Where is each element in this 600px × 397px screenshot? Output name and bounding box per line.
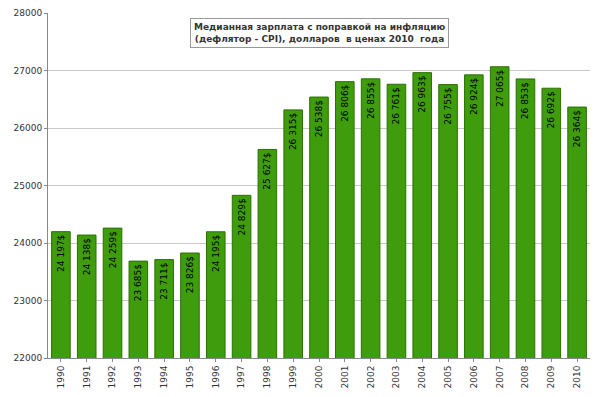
svg-text:26 761$: 26 761$ <box>391 87 401 124</box>
svg-text:1995: 1995 <box>185 366 195 389</box>
svg-text:2010: 2010 <box>572 365 582 388</box>
svg-text:26 755$: 26 755$ <box>443 88 453 125</box>
svg-text:24 259$: 24 259$ <box>108 231 118 268</box>
svg-text:1994: 1994 <box>159 365 169 388</box>
svg-text:2004: 2004 <box>417 365 427 388</box>
svg-text:2003: 2003 <box>391 366 401 389</box>
svg-text:2002: 2002 <box>366 366 376 389</box>
svg-text:24 197$: 24 197$ <box>56 235 66 272</box>
svg-text:1992: 1992 <box>107 366 117 389</box>
svg-text:26 538$: 26 538$ <box>314 100 324 137</box>
svg-text:2008: 2008 <box>520 365 530 388</box>
svg-text:26000: 26000 <box>14 123 43 133</box>
svg-text:2000: 2000 <box>314 365 324 388</box>
svg-text:26 963$: 26 963$ <box>417 76 427 113</box>
svg-text:24 138$: 24 138$ <box>82 238 92 275</box>
svg-text:2006: 2006 <box>469 365 479 388</box>
svg-text:23 685$: 23 685$ <box>133 264 143 301</box>
svg-text:26 692$: 26 692$ <box>546 91 556 128</box>
svg-text:26 924$: 26 924$ <box>469 78 479 115</box>
svg-text:23 826$: 23 826$ <box>185 256 195 293</box>
svg-text:Медианная зарплата с поправкой: Медианная зарплата с поправкой на инфляц… <box>194 22 445 44</box>
svg-text:26 364$: 26 364$ <box>572 110 582 147</box>
svg-text:1993: 1993 <box>133 366 143 389</box>
svg-text:1999: 1999 <box>288 365 298 388</box>
svg-text:26 806$: 26 806$ <box>340 85 350 122</box>
svg-text:22000: 22000 <box>14 353 43 363</box>
svg-text:1998: 1998 <box>262 365 272 388</box>
svg-text:1991: 1991 <box>82 366 92 389</box>
svg-text:2005: 2005 <box>443 366 453 389</box>
svg-text:2007: 2007 <box>495 366 505 389</box>
svg-text:23 711$: 23 711$ <box>159 263 169 300</box>
svg-text:26 855$: 26 855$ <box>366 82 376 119</box>
svg-text:1997: 1997 <box>236 366 246 389</box>
svg-text:2001: 2001 <box>340 366 350 389</box>
svg-text:24 829$: 24 829$ <box>237 198 247 235</box>
svg-text:28000: 28000 <box>14 8 43 18</box>
svg-text:1996: 1996 <box>211 365 221 388</box>
svg-text:26 315$: 26 315$ <box>288 113 298 150</box>
svg-text:2009: 2009 <box>546 365 556 388</box>
svg-text:23000: 23000 <box>14 296 43 306</box>
svg-text:27000: 27000 <box>14 66 43 76</box>
svg-text:24000: 24000 <box>14 238 43 248</box>
svg-text:26 853$: 26 853$ <box>520 82 530 119</box>
svg-text:25 627$: 25 627$ <box>262 152 272 189</box>
svg-text:27 065$: 27 065$ <box>495 70 505 107</box>
svg-text:24 195$: 24 195$ <box>211 235 221 272</box>
svg-text:25000: 25000 <box>14 181 43 191</box>
svg-text:1990: 1990 <box>56 365 66 388</box>
